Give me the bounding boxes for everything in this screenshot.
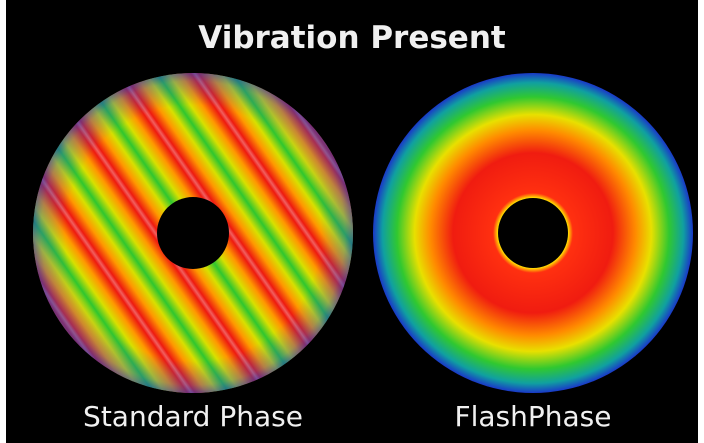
title: Vibration Present [198,20,506,56]
figure: Vibration Present Standard Phase FlashPh… [0,0,704,443]
panel-label: Standard Phase [83,400,303,433]
flashphase-disc [373,73,693,393]
standard-phase-disc [33,73,353,393]
panel-label: FlashPhase [455,400,612,433]
